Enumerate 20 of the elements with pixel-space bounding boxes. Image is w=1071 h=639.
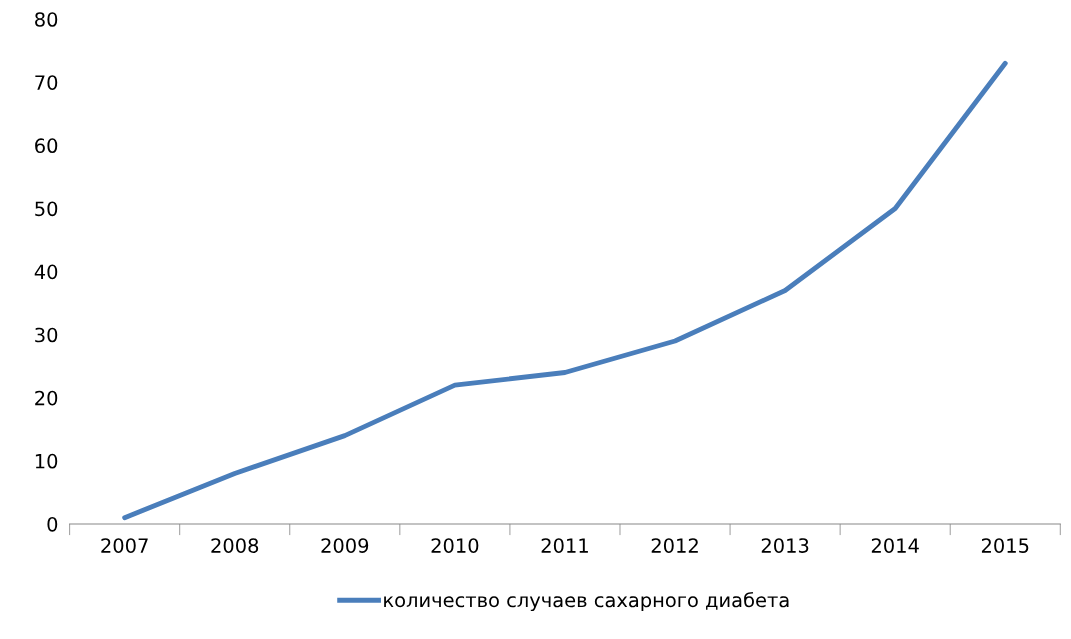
y-tick-label: 60	[35, 138, 58, 154]
x-tick-label: 2014	[871, 538, 919, 553]
x-tick-label: 2008	[211, 538, 259, 553]
y-tick-label: 20	[35, 390, 58, 406]
y-tick-label: 10	[35, 453, 58, 469]
x-tick-label: 2007	[101, 538, 148, 553]
y-tick-label: 50	[35, 201, 58, 217]
x-tick-label: 2012	[651, 538, 698, 553]
y-tick-label: 30	[35, 327, 58, 343]
x-tick-label: 2011	[541, 538, 588, 553]
y-tick-label: 40	[34, 264, 58, 280]
y-tick-label: 80	[35, 12, 58, 27]
x-tick-label: 2015	[981, 538, 1029, 553]
y-tick-label: 0	[47, 516, 58, 532]
y-tick-label: 70	[35, 75, 58, 90]
x-tick-label: 2013	[761, 538, 809, 553]
x-tick-label: 2010	[431, 538, 479, 553]
legend-label: количество случаев сахарного диабета	[384, 591, 789, 612]
line-series	[122, 60, 1008, 521]
x-tick-label: 2009	[321, 538, 369, 553]
